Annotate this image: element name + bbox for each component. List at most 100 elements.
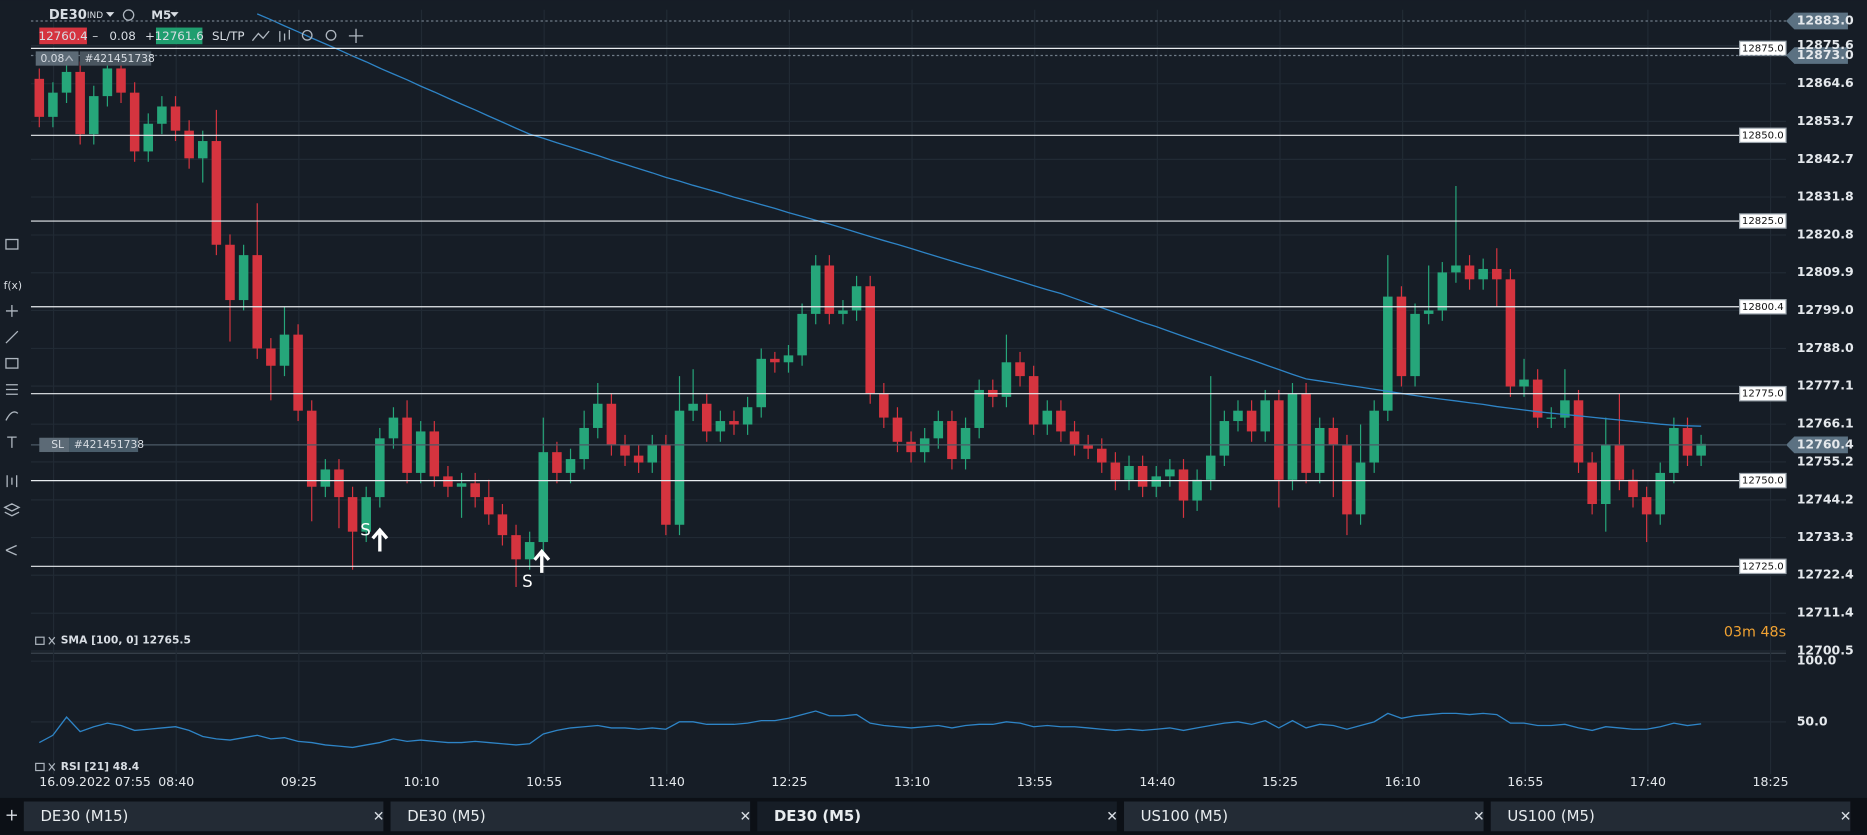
crosshair-icon[interactable] bbox=[348, 28, 364, 44]
add-tab-icon[interactable]: + bbox=[5, 805, 19, 824]
tab[interactable] bbox=[757, 801, 1117, 832]
candle-body bbox=[1205, 455, 1216, 480]
candle-body bbox=[593, 403, 603, 428]
tab-label[interactable]: DE30 (M5) bbox=[407, 807, 485, 825]
price-pane bbox=[34, 13, 1706, 587]
candle-body bbox=[415, 431, 426, 473]
price-line-box[interactable] bbox=[1739, 558, 1787, 575]
candle-body bbox=[701, 403, 712, 432]
tool-icon[interactable] bbox=[5, 330, 19, 344]
price-line-box[interactable] bbox=[1739, 127, 1787, 144]
tab-label[interactable]: DE30 (M15) bbox=[40, 807, 128, 825]
candle-body bbox=[838, 310, 848, 314]
x-tick-label: 13:55 bbox=[1017, 774, 1053, 789]
tab-close[interactable] bbox=[1108, 811, 1117, 820]
volume[interactable]: 0.08 bbox=[109, 29, 135, 43]
candle-body bbox=[1192, 479, 1202, 501]
marker-label: 12883.0 bbox=[1797, 13, 1854, 28]
tool-icon[interactable] bbox=[5, 411, 19, 421]
candle-body bbox=[252, 255, 262, 349]
tool-icon[interactable] bbox=[5, 304, 18, 317]
x-tick-label: 12:25 bbox=[771, 774, 807, 789]
candle-body bbox=[1614, 445, 1625, 480]
legend-close[interactable] bbox=[48, 763, 56, 771]
x-tick-label: 09:25 bbox=[281, 774, 317, 789]
tab[interactable] bbox=[1490, 801, 1851, 832]
x-tick-label: 16:10 bbox=[1385, 774, 1421, 789]
candle-body bbox=[1519, 379, 1529, 387]
symbol[interactable]: DE30 bbox=[49, 8, 87, 23]
candle-body bbox=[470, 483, 480, 498]
candle-body bbox=[1587, 462, 1597, 505]
tab-label[interactable]: DE30 (M5) bbox=[774, 807, 861, 825]
candle-body bbox=[1178, 469, 1189, 501]
tool-icon[interactable] bbox=[6, 475, 18, 488]
minus-icon[interactable]: – bbox=[92, 29, 98, 43]
zoom-in-icon[interactable] bbox=[325, 29, 337, 41]
price-line-box[interactable] bbox=[1739, 299, 1787, 315]
tab-close[interactable] bbox=[1841, 811, 1850, 820]
legend-icon[interactable] bbox=[35, 636, 45, 645]
y-tick-label: 12777.1 bbox=[1797, 378, 1854, 393]
price-line-box[interactable] bbox=[1739, 40, 1787, 57]
timeframe[interactable]: M5 bbox=[151, 8, 171, 22]
tab[interactable] bbox=[23, 801, 384, 832]
tab-label[interactable]: US100 (M5) bbox=[1141, 807, 1228, 825]
tool-icon[interactable] bbox=[5, 544, 17, 556]
y-tick-label: 12842.7 bbox=[1797, 151, 1854, 166]
fx-tool[interactable]: f(x) bbox=[4, 279, 22, 292]
candle-body bbox=[1369, 410, 1379, 463]
tab-label[interactable]: US100 (M5) bbox=[1507, 807, 1594, 825]
tab-close[interactable] bbox=[741, 811, 750, 820]
candle-body bbox=[1165, 469, 1175, 477]
sltp-button[interactable]: SL/TP bbox=[212, 29, 245, 43]
candle-body bbox=[497, 514, 508, 536]
chart-type-icon[interactable] bbox=[251, 30, 270, 42]
position-id-box[interactable] bbox=[79, 51, 152, 66]
tool-icon[interactable] bbox=[5, 238, 19, 250]
candle-body bbox=[1478, 268, 1488, 280]
dropdown-icon[interactable] bbox=[105, 12, 115, 17]
legend-close[interactable] bbox=[48, 636, 56, 645]
tab[interactable] bbox=[1124, 801, 1484, 832]
x-tick-label: 08:40 bbox=[158, 774, 194, 789]
tab[interactable] bbox=[390, 801, 751, 832]
zoom-out-icon[interactable] bbox=[301, 29, 313, 41]
candle-body bbox=[1069, 431, 1080, 446]
candle-body bbox=[579, 427, 589, 460]
dropdown-icon[interactable] bbox=[170, 12, 179, 17]
candle-body bbox=[892, 417, 903, 442]
tool-icon[interactable] bbox=[3, 503, 21, 517]
overlay: 12875.0 12850.0 12825.0 12800.4 12775.0 12750… bbox=[30, 13, 1854, 773]
price-line-box[interactable] bbox=[1739, 472, 1787, 489]
x-tick-label: 14:40 bbox=[1139, 774, 1175, 789]
candle-body bbox=[797, 313, 807, 356]
price-line-box[interactable] bbox=[1739, 385, 1787, 402]
sell-price[interactable]: 12760.4 bbox=[39, 29, 88, 43]
tool-icon[interactable] bbox=[7, 436, 17, 448]
sl-tag-box[interactable] bbox=[39, 437, 70, 453]
candle-body bbox=[1124, 465, 1134, 480]
legend-value: 48.4 bbox=[113, 760, 139, 773]
candle-body bbox=[770, 358, 780, 363]
buy-button[interactable] bbox=[155, 27, 203, 45]
y-tick-label: 12788.0 bbox=[1797, 340, 1854, 355]
indicators-icon[interactable] bbox=[279, 29, 290, 42]
rsi-pane bbox=[38, 710, 1702, 749]
plus-icon[interactable]: + bbox=[145, 29, 155, 43]
info-icon[interactable] bbox=[122, 9, 135, 21]
legend-icon[interactable] bbox=[35, 762, 45, 772]
position-volume-box[interactable] bbox=[35, 51, 79, 66]
tab-close[interactable] bbox=[374, 811, 383, 820]
sell-button[interactable] bbox=[39, 27, 87, 45]
tool-icon[interactable] bbox=[5, 357, 19, 369]
candle-body bbox=[279, 334, 290, 366]
price-line-box[interactable] bbox=[1739, 213, 1787, 229]
sl-id-box[interactable] bbox=[69, 437, 139, 453]
tool-icon[interactable] bbox=[5, 384, 18, 395]
buy-price[interactable]: 12761.6 bbox=[155, 29, 204, 43]
candle-body bbox=[1219, 421, 1230, 456]
current-price-badge bbox=[1786, 436, 1848, 454]
candle-body bbox=[511, 535, 521, 560]
tab-close[interactable] bbox=[1474, 811, 1483, 820]
